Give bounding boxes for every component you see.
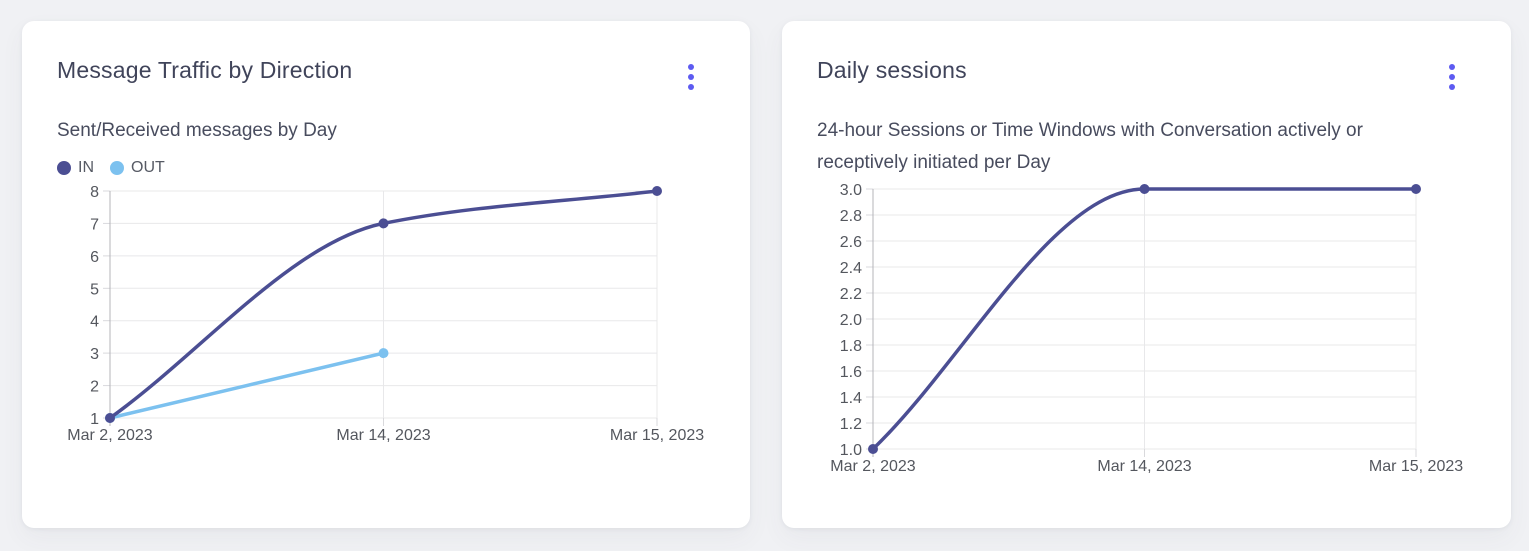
- data-point: [378, 218, 389, 229]
- chart-legend: IN OUT: [57, 156, 740, 180]
- kebab-dot: [688, 64, 694, 70]
- x-tick-label: Mar 14, 2023: [336, 427, 430, 444]
- y-tick-label: 1.0: [840, 442, 862, 459]
- subtitle-line: receptively initiated per Day: [817, 152, 1051, 173]
- y-tick-label: 2.4: [840, 260, 862, 277]
- y-tick-label: 2.8: [840, 208, 862, 225]
- data-point: [1139, 184, 1150, 194]
- x-tick-label: Mar 15, 2023: [1369, 458, 1463, 475]
- data-point: [105, 413, 115, 423]
- data-point: [868, 444, 878, 454]
- kebab-dot: [688, 74, 694, 80]
- kebab-dot: [1449, 64, 1455, 70]
- legend-item-out[interactable]: OUT: [110, 159, 165, 177]
- series-line-daily-sessions: [871, 187, 1418, 451]
- y-tick-label: 1: [90, 411, 99, 428]
- y-tick-label: 5: [90, 281, 99, 298]
- y-tick-label: 4: [90, 314, 99, 331]
- series-line-out: [108, 351, 386, 420]
- y-tick-label: 6: [90, 249, 99, 266]
- y-tick-label: 1.4: [840, 390, 862, 407]
- y-tick-label: 1.2: [840, 416, 862, 433]
- x-tick-label: Mar 2, 2023: [830, 458, 915, 475]
- chart-grid: [866, 188, 1417, 457]
- x-tick-label: Mar 2, 2023: [67, 427, 152, 444]
- legend-dot-icon: [110, 161, 124, 175]
- y-tick-label: 1.6: [840, 364, 862, 381]
- data-point: [378, 348, 389, 359]
- legend-label: OUT: [131, 159, 165, 176]
- y-tick-label: 2: [90, 379, 99, 396]
- card-message-traffic: Message Traffic by Direction Sent/Receiv…: [22, 21, 750, 528]
- legend-dot-icon: [57, 161, 71, 175]
- y-tick-label: 3: [90, 346, 99, 363]
- kebab-dot: [688, 84, 694, 90]
- y-tick-label: 2.2: [840, 286, 862, 303]
- y-tick-label: 2.0: [840, 312, 862, 329]
- y-tick-label: 2.6: [840, 234, 862, 251]
- x-tick-label: Mar 14, 2023: [1097, 458, 1191, 475]
- kebab-menu-icon[interactable]: [1441, 61, 1463, 93]
- y-tick-label: 1.8: [840, 338, 862, 355]
- chart-grid: [103, 190, 658, 426]
- card-subtitle: Sent/Received messages by Day: [57, 120, 337, 141]
- card-daily-sessions: Daily sessions 24-hour Sessions or Time …: [782, 21, 1511, 528]
- y-tick-label: 8: [90, 184, 99, 201]
- data-point: [652, 186, 662, 196]
- y-tick-label: 3.0: [840, 182, 862, 199]
- card-subtitle: 24-hour Sessions or Time Windows with Co…: [817, 115, 1477, 179]
- x-tick-label: Mar 15, 2023: [610, 427, 704, 444]
- card-title: Message Traffic by Direction: [57, 57, 353, 83]
- data-point: [1411, 184, 1421, 194]
- legend-label: IN: [78, 159, 94, 176]
- card-title: Daily sessions: [817, 57, 967, 83]
- legend-item-in[interactable]: IN: [57, 159, 94, 177]
- kebab-menu-icon[interactable]: [680, 61, 702, 93]
- y-tick-label: 7: [90, 216, 99, 233]
- kebab-dot: [1449, 84, 1455, 90]
- subtitle-line: 24-hour Sessions or Time Windows with Co…: [817, 120, 1363, 141]
- kebab-dot: [1449, 74, 1455, 80]
